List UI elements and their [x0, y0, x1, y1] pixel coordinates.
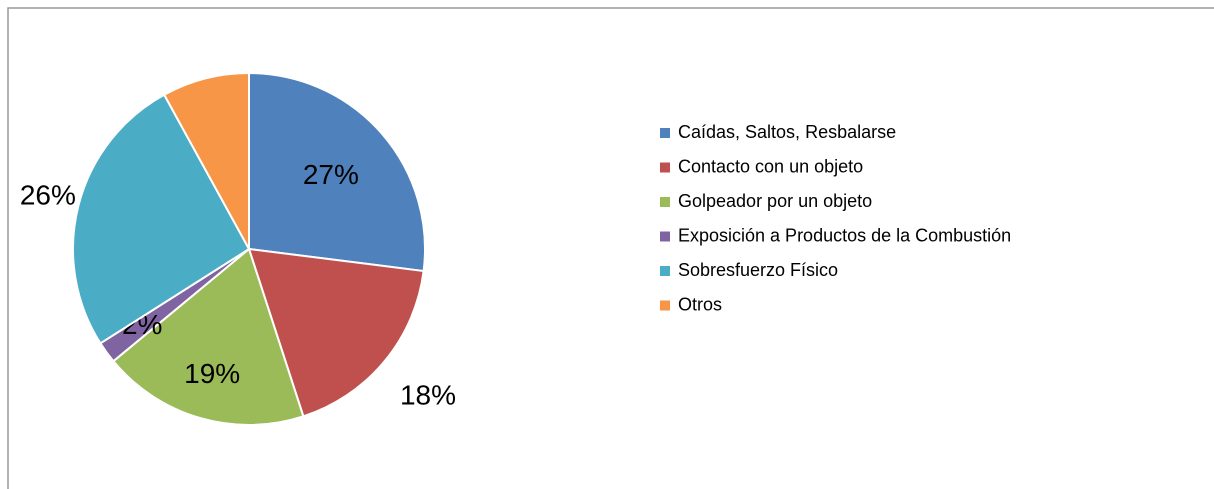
legend-label: Exposición a Productos de la Combustión	[678, 225, 1011, 245]
legend-label: Otros	[678, 294, 722, 314]
data-label: 18%	[400, 379, 456, 410]
data-label: 19%	[184, 358, 240, 389]
pie-slice	[247, 247, 425, 418]
pie-slice	[248, 71, 426, 273]
legend-label: Sobresfuerzo Físico	[678, 260, 838, 280]
legend-swatch	[660, 300, 670, 311]
data-label: 27%	[303, 159, 359, 190]
pie-slice	[162, 71, 250, 250]
pie-slice	[72, 93, 251, 345]
legend-swatch	[660, 266, 670, 276]
chart-frame	[7, 7, 1214, 489]
legend-swatch	[660, 162, 670, 173]
data-label: 26%	[20, 180, 76, 211]
pie-slice	[111, 247, 305, 426]
legend-label: Contacto con un objeto	[678, 156, 863, 176]
legend-swatch	[660, 128, 670, 138]
legend-label: Caídas, Saltos, Resbalarse	[678, 122, 896, 142]
legend-swatch	[660, 197, 670, 207]
legend-label: Golpeador por un objeto	[678, 191, 872, 211]
legend-swatch	[660, 231, 670, 242]
